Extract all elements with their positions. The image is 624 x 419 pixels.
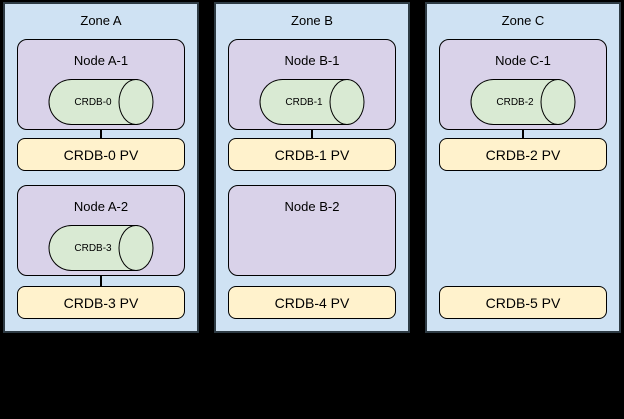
pv-box: CRDB-1 PV: [228, 138, 396, 171]
cylinder-label: CRDB-0: [74, 96, 112, 108]
crdb-cylinder-icon: CRDB-3: [48, 225, 154, 271]
node-box: Node A-2 CRDB-3: [17, 185, 185, 276]
zone-title: Zone A: [80, 13, 122, 28]
cylinder-label: CRDB-3: [74, 242, 112, 254]
pv-box: CRDB-4 PV: [228, 286, 396, 319]
node-label: Node A-2: [73, 199, 129, 214]
crdb-cylinder-icon: CRDB-0: [48, 79, 154, 125]
cylinder-end-ellipse: [329, 79, 365, 125]
empty-node-space: [439, 185, 607, 276]
node-pv-group: Node B-2 CRDB-4 PV: [228, 185, 396, 319]
node-pv-group: CRDB-5 PV: [439, 185, 607, 319]
pv-box: CRDB-3 PV: [17, 286, 185, 319]
connector-line: [100, 268, 102, 286]
cylinder-end-ellipse: [540, 79, 576, 125]
pv-box: CRDB-0 PV: [17, 138, 185, 171]
cylinder-end-ellipse: [118, 225, 154, 271]
zone-panel: Zone C Node C-1 CRDB-2 CRDB-2 PV CRDB-5 PV: [425, 2, 621, 333]
connector-line: [100, 122, 102, 140]
zones-container: Zone A Node A-1 CRDB-0 CRDB-0 PV Node A-2 CRD…: [3, 2, 621, 333]
cylinder-end-ellipse: [118, 79, 154, 125]
zone-panel: Zone B Node B-1 CRDB-1 CRDB-1 PV Node B-2 CRD…: [214, 2, 410, 333]
cylinder-label: CRDB-2: [496, 96, 534, 108]
node-pv-group: Node C-1 CRDB-2 CRDB-2 PV: [439, 39, 607, 171]
crdb-cylinder-icon: CRDB-1: [259, 79, 365, 125]
node-label: Node B-2: [284, 199, 340, 214]
pv-box: CRDB-2 PV: [439, 138, 607, 171]
node-box: Node A-1 CRDB-0: [17, 39, 185, 130]
cylinder-label: CRDB-1: [285, 96, 323, 108]
node-box: Node B-1 CRDB-1: [228, 39, 396, 130]
crdb-cylinder-icon: CRDB-2: [470, 79, 576, 125]
node-label: Node A-1: [73, 53, 129, 68]
node-pv-group: Node A-1 CRDB-0 CRDB-0 PV: [17, 39, 185, 171]
node-box: Node B-2: [228, 185, 396, 276]
node-pv-group: Node B-1 CRDB-1 CRDB-1 PV: [228, 39, 396, 171]
connector-line: [522, 122, 524, 140]
zone-panel: Zone A Node A-1 CRDB-0 CRDB-0 PV Node A-2 CRD…: [3, 2, 199, 333]
node-box: Node C-1 CRDB-2: [439, 39, 607, 130]
node-label: Node C-1: [495, 53, 551, 68]
pv-box: CRDB-5 PV: [439, 286, 607, 319]
zone-title: Zone B: [291, 13, 333, 28]
connector-line: [311, 122, 313, 140]
node-label: Node B-1: [284, 53, 340, 68]
node-pv-group: Node A-2 CRDB-3 CRDB-3 PV: [17, 185, 185, 319]
zone-title: Zone C: [501, 13, 545, 28]
